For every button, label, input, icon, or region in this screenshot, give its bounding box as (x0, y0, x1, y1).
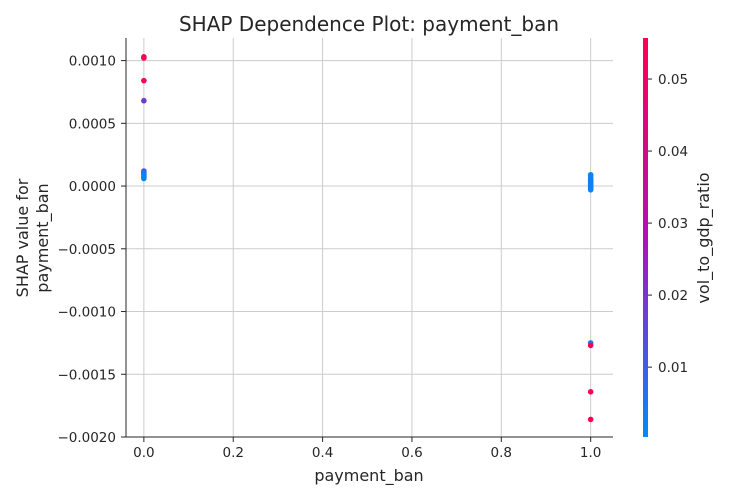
colorbar-tick-label: 0.04 (658, 144, 688, 160)
data-point (141, 97, 147, 104)
colorbar-label: vol_to_gdp_ratio (694, 172, 714, 303)
colorbar-tick-label: 0.03 (658, 216, 688, 232)
data-point (141, 77, 147, 84)
y-axis-label-line-2: payment_ban (33, 183, 53, 292)
y-tick-label: −0.0015 (57, 367, 116, 383)
data-point (587, 342, 594, 349)
y-axis-ticks: 0.0010 0.0005 0.0000 −0.0005 −0.0010 −0.0015 −… (57, 54, 126, 446)
chart-title: SHAP Dependence Plot: payment_ban (179, 12, 559, 36)
data-point (141, 175, 147, 182)
data-point (141, 55, 147, 61)
y-tick-label: 0.0010 (69, 54, 116, 70)
x-tick-label: 0.2 (222, 445, 243, 461)
y-axis-label: SHAP value for payment_ban (13, 178, 53, 297)
y-tick-label: 0.0005 (69, 116, 116, 132)
y-tick-label: −0.0020 (57, 430, 116, 446)
y-axis-label-line-1: SHAP value for (13, 178, 32, 297)
x-axis-label: payment_ban (314, 466, 423, 486)
x-tick-label: 1.0 (580, 445, 601, 461)
grid-lines (126, 38, 613, 438)
y-tick-label: −0.0010 (57, 305, 116, 321)
colorbar-tick-label: 0.02 (658, 288, 688, 304)
colorbar-tick-label: 0.05 (658, 72, 688, 88)
x-tick-label: 0.0 (133, 445, 154, 461)
x-tick-label: 0.8 (491, 445, 512, 461)
data-point (587, 416, 594, 423)
x-tick-label: 0.6 (401, 445, 422, 461)
data-point (587, 187, 594, 193)
data-point (587, 389, 594, 395)
colorbar-ticks: 0.05 0.04 0.03 0.02 0.01 (648, 72, 688, 376)
y-tick-label: 0.0000 (69, 179, 116, 195)
y-tick-label: −0.0005 (57, 242, 116, 258)
x-axis-ticks: 0.0 0.2 0.4 0.6 0.8 1.0 (133, 437, 601, 461)
colorbar-tick-label: 0.01 (658, 360, 688, 376)
x-tick-label: 0.4 (312, 445, 333, 461)
data-points (141, 54, 594, 423)
colorbar (643, 38, 648, 437)
